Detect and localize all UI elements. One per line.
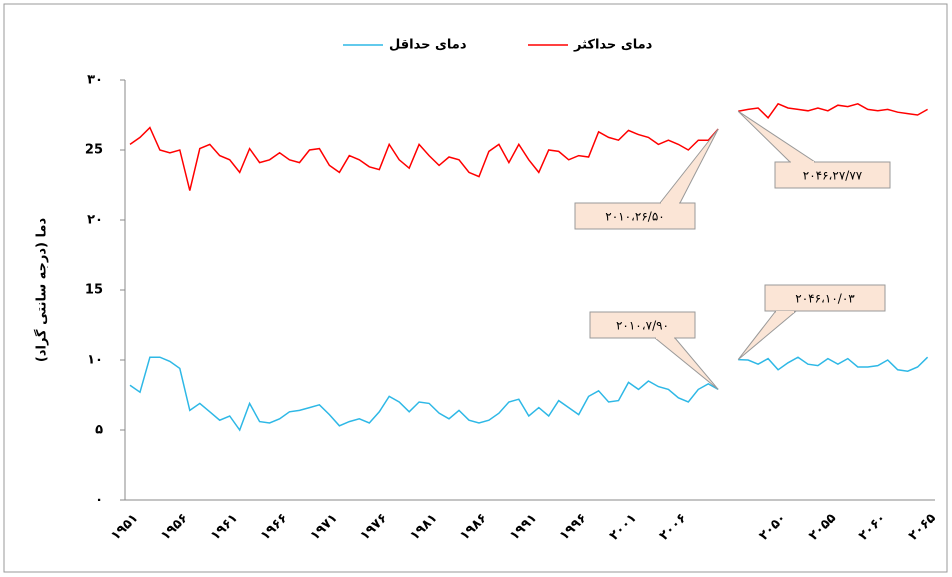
annotation: ۲۰۴۶،۱۰/۰۳: [795, 292, 855, 306]
y-tick-label: 15: [85, 283, 103, 298]
y-axis-label: دما (درجه سانتی گراد): [34, 218, 50, 363]
annotation: ۲۰۱۰،۷/۹۰: [616, 319, 669, 333]
callout-box: [764, 284, 886, 312]
y-tick-label: ۲۰: [87, 213, 103, 228]
series-line: [129, 102, 928, 191]
y-tick-label: 25: [85, 143, 103, 158]
annotation: ۲۰۱۰،۲۶/۵۰: [605, 210, 664, 224]
callout-box: [574, 202, 696, 230]
legend-label: دمای حداقل: [389, 38, 467, 53]
annotation: ۲۰۴۶،۲۷/۷۷: [803, 169, 863, 183]
y-tick-label: ۰: [95, 493, 103, 508]
callout-box: [774, 161, 891, 189]
callout-box: [589, 311, 696, 339]
y-tick-label: ۳۰: [87, 73, 103, 88]
y-tick-label: ۱۰: [87, 353, 103, 368]
y-tick-label: ۵: [95, 423, 103, 438]
legend-label: دمای حداکثر: [573, 38, 653, 53]
series-line: [129, 356, 929, 432]
